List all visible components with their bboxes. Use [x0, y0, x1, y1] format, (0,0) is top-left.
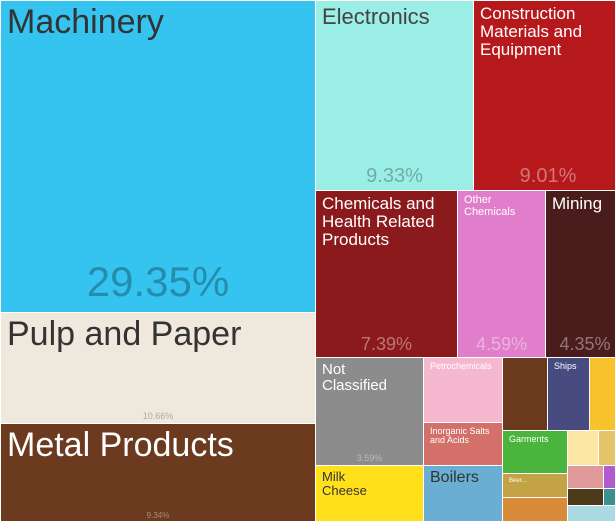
cell-value-label: 9.33% — [366, 165, 423, 187]
cell-label: Garments — [509, 434, 549, 444]
treemap-cell: Garments — [502, 430, 568, 474]
treemap-cell: Inorganic Salts and Acids — [423, 422, 503, 466]
treemap-cell: Electronics 9.33% — [315, 0, 474, 191]
cell-label: Pulp and Paper — [7, 315, 242, 353]
treemap-cell: Metal Products 9.34% — [0, 423, 316, 521]
treemap-cell — [567, 430, 599, 466]
treemap-cell — [603, 465, 615, 489]
cell-value-label: 7.39% — [360, 334, 413, 354]
treemap-cell: Other Chemicals 4.59% — [457, 190, 546, 358]
treemap-cell: Machinery 29.35% — [0, 0, 316, 313]
cell-label: Milk Cheese — [322, 469, 367, 498]
cell-value-label: 9.01% — [519, 165, 577, 187]
cell-label: Mining — [552, 194, 603, 213]
cell-label: Beer... — [509, 478, 527, 484]
treemap-cell: Boilers — [423, 465, 503, 521]
cell-label: Boilers — [430, 469, 479, 486]
treemap-cell: Mining 4.35% — [545, 190, 615, 358]
treemap-cell: Not Classified 3.59% — [315, 357, 424, 466]
treemap-cell — [567, 488, 604, 506]
treemap-cell — [567, 505, 615, 521]
cell-value-label: 9.34% — [146, 511, 170, 520]
cell-label: Electronics — [322, 4, 430, 29]
cell-value-label: 3.59% — [356, 453, 383, 463]
treemap-cell: Milk Cheese — [315, 465, 424, 521]
treemap-cell — [589, 357, 615, 431]
treemap-cell: Beer... — [502, 473, 568, 498]
cell-label: Machinery — [7, 3, 164, 41]
treemap-cell — [598, 430, 615, 466]
cell-value-label: 4.35% — [559, 334, 611, 354]
cell-label: Ships — [554, 361, 577, 371]
cell-label: Construction Materials and Equipment — [480, 4, 583, 59]
cell-value-label: 29.35% — [86, 258, 230, 305]
cell-value-label: 10.66% — [142, 411, 174, 421]
treemap-cell: Petrochemicals — [423, 357, 503, 423]
cell-label: Metal Products — [7, 426, 234, 464]
treemap-cell — [603, 488, 615, 506]
treemap-cell: Ships — [547, 357, 590, 431]
treemap-cell: Construction Materials and Equipment 9.01… — [473, 0, 615, 191]
cell-label: Chemicals and Health Related Products — [322, 194, 435, 249]
treemap-cell: Chemicals and Health Related Products 7.3… — [315, 190, 458, 358]
treemap-cell — [502, 497, 568, 521]
treemap-cell — [567, 465, 604, 489]
cell-label: Not Classified — [322, 361, 388, 394]
treemap-cell — [502, 357, 548, 431]
cell-value-label: 4.59% — [475, 334, 528, 354]
cell-label: Other Chemicals — [464, 194, 516, 218]
cell-label: Inorganic Salts and Acids — [430, 426, 490, 446]
cell-label: Petrochemicals — [430, 361, 492, 371]
treemap-cell: Pulp and Paper 10.66% — [0, 312, 316, 424]
